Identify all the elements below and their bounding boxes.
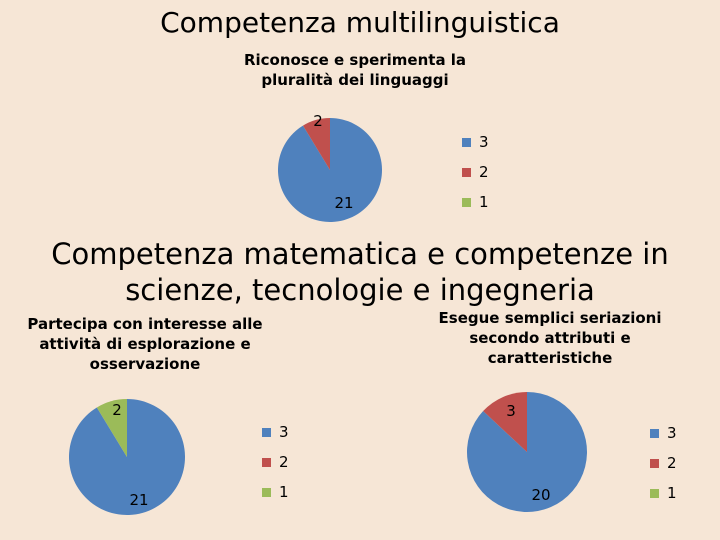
chart-3-legend-item-1: 1 — [650, 484, 677, 502]
chart-2-legend-swatch-3 — [262, 427, 271, 437]
chart-2-data-label-3: 21 — [129, 491, 148, 509]
chart-3-slice-2 — [483, 392, 527, 452]
chart-1-data-label-3: 21 — [334, 194, 353, 212]
page-title: Competenza multilinguistica — [160, 6, 560, 39]
chart-3-legend-item-3: 3 — [650, 424, 677, 442]
chart-1-legend-item-2: 2 — [462, 163, 489, 181]
section-title: Competenza matematica e competenze in sc… — [51, 237, 669, 307]
chart-3-title: Esegue semplici seriazioni secondo attri… — [438, 309, 662, 367]
chart-2-legend-swatch-2 — [262, 457, 271, 467]
chart-3-legend-label-1: 1 — [667, 484, 677, 502]
chart-1-legend-item-3: 3 — [462, 133, 489, 151]
chart-2-legend-label-2: 2 — [279, 453, 289, 471]
chart-1-legend-label-2: 2 — [479, 163, 489, 181]
chart-2-legend-label-1: 1 — [279, 483, 289, 501]
chart-1-slice-2 — [302, 118, 330, 170]
chart-2-legend-item-2: 2 — [262, 453, 289, 471]
chart-3-legend-swatch-3 — [650, 428, 659, 438]
chart-1-legend-swatch-2 — [462, 167, 471, 177]
chart-3-slice-3 — [466, 392, 587, 513]
chart-3-data-label-2: 3 — [506, 402, 516, 420]
chart-2-legend-item-1: 1 — [262, 483, 289, 501]
chart-2-legend-label-3: 3 — [279, 423, 289, 441]
chart-1-legend-label-1: 1 — [479, 193, 489, 211]
chart-2-legend-item-3: 3 — [262, 423, 289, 441]
chart-2-data-label-1: 2 — [112, 401, 122, 419]
chart-2-title: Partecipa con interesse alle attività di… — [27, 315, 263, 373]
chart-1-legend-swatch-3 — [462, 137, 471, 147]
chart-1-legend-item-1: 1 — [462, 193, 489, 211]
chart-1-legend-swatch-1 — [462, 197, 471, 207]
chart-3-data-label-3: 20 — [531, 486, 550, 504]
chart-1-legend-label-3: 3 — [479, 133, 489, 151]
chart-1-data-label-2: 2 — [313, 112, 323, 130]
chart-3-legend-item-2: 2 — [650, 454, 677, 472]
chart-3-legend-label-2: 2 — [667, 454, 677, 472]
chart-3-legend-swatch-2 — [650, 458, 659, 468]
chart-2-slice-1 — [96, 399, 127, 457]
chart-3-legend-label-3: 3 — [667, 424, 677, 442]
chart-1-title: Riconosce e sperimenta la pluralità dei … — [243, 51, 467, 89]
chart-2-legend-swatch-1 — [262, 487, 271, 497]
chart-3-legend-swatch-1 — [650, 488, 659, 498]
